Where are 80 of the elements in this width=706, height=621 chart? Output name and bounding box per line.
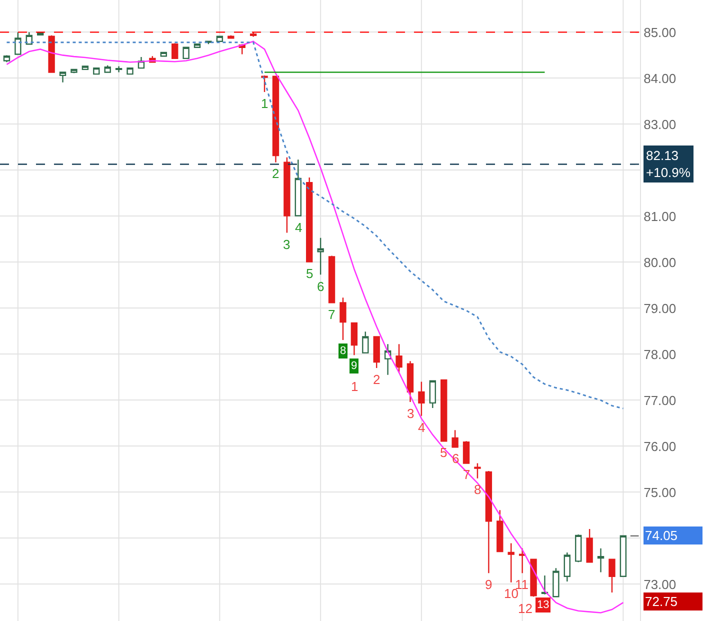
candlestick (620, 535, 627, 577)
y-tick-label: 75.00 (644, 484, 676, 500)
candlestick (340, 297, 346, 341)
text: 9 (485, 577, 492, 592)
candlestick (194, 44, 201, 48)
ref-line-label: 82.13 +10.9% (646, 148, 691, 180)
y-tick-label: 80.00 (644, 254, 676, 270)
candlestick (575, 534, 582, 563)
y-tick-label: 83.00 (644, 116, 676, 132)
candlestick (115, 66, 122, 73)
candlestick (3, 54, 10, 63)
text: 12 (518, 601, 532, 616)
candlestick (294, 159, 302, 216)
candlestick (518, 548, 526, 574)
candlestick (452, 430, 458, 448)
candlestick (485, 470, 492, 574)
candlestick (597, 548, 604, 573)
y-tick-label: 73.00 (644, 576, 676, 592)
text: 3 (283, 237, 290, 252)
candlestick (228, 34, 234, 39)
candlestick (373, 336, 380, 369)
text: 10 (504, 586, 518, 601)
text: 4 (295, 220, 302, 235)
y-tick-label: 84.00 (644, 70, 676, 86)
text: 13 (537, 599, 550, 611)
line-series (6, 42, 624, 410)
candlestick (418, 381, 425, 416)
candlestick (284, 156, 290, 234)
text: 2 (373, 372, 380, 387)
candlestick (586, 528, 593, 563)
y-tick-label: 81.00 (644, 208, 676, 224)
text: 74.05 (645, 528, 678, 543)
text: 1 (261, 96, 268, 111)
y-tick-label: 77.00 (644, 392, 676, 408)
candlestick (317, 237, 324, 276)
y-tick-label: 76.00 (644, 438, 676, 454)
text: 8 (340, 345, 346, 357)
candlestick (474, 462, 481, 479)
text: 5 (440, 445, 448, 460)
text: 3 (407, 406, 414, 421)
y-tick-label: 79.00 (644, 300, 676, 316)
text: 8 (474, 482, 482, 497)
text: 4 (418, 420, 426, 435)
candlestick (608, 558, 616, 594)
text: 9 1 (351, 360, 358, 394)
candlestick (216, 36, 224, 42)
text: 2 (272, 166, 280, 181)
text: 6 (317, 279, 324, 294)
y-tick-label: 85.00 (644, 24, 676, 40)
text: 72.75 (645, 594, 678, 609)
candlestick (362, 331, 369, 354)
candlestick (14, 32, 22, 55)
candlestick (82, 66, 89, 70)
candlestick (328, 255, 336, 304)
candlestick (406, 360, 414, 403)
candlestick (496, 510, 504, 552)
candlestick (48, 34, 55, 73)
candlestick (126, 67, 134, 75)
candlestick (93, 67, 100, 75)
candlestick (508, 542, 514, 583)
candlestick (396, 343, 402, 374)
candlestick (272, 76, 280, 163)
candlestick (541, 574, 548, 595)
candlestick (306, 176, 313, 262)
candlestick (70, 68, 78, 74)
text: 7 (328, 307, 336, 322)
candlestick (440, 379, 448, 442)
candlestick (59, 72, 66, 83)
candlestick (552, 568, 560, 598)
y-tick-label: 78.00 (644, 346, 676, 362)
candlestick (172, 42, 178, 60)
candlestick (564, 552, 570, 582)
candlestick (462, 440, 470, 464)
line-series (6, 40, 624, 614)
candlestick (182, 46, 190, 60)
candlestick (261, 74, 268, 93)
text: 5 (306, 266, 314, 281)
candlestick (350, 322, 358, 356)
candlestick (429, 380, 436, 409)
candlestick (104, 64, 111, 73)
